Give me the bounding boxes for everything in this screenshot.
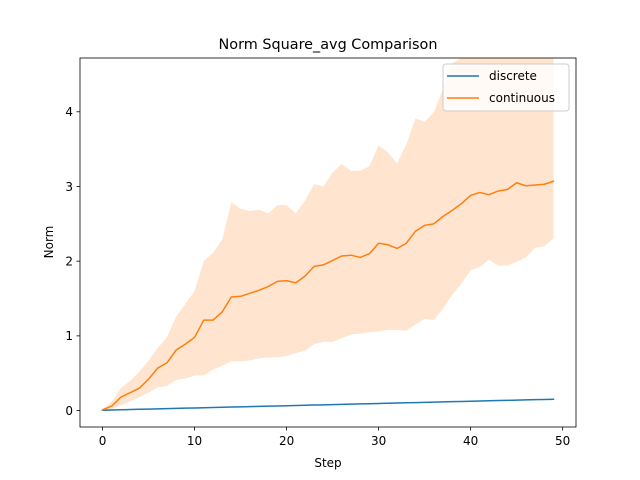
x-tick-label: 40 [463,434,478,448]
chart-title: Norm Square_avg Comparison [219,37,438,53]
y-axis-label: Norm [42,226,56,259]
series-lines [101,180,555,411]
y-tick-label: 4 [65,105,73,119]
x-tick-label: 10 [187,434,202,448]
x-tick-label: 20 [279,434,294,448]
x-tick-label: 50 [555,434,570,448]
y-tick-label: 0 [65,404,73,418]
legend: discrete continuous [442,63,570,112]
y-tick-label: 3 [65,180,73,194]
x-tick-label: 30 [371,434,386,448]
legend-label-continuous: continuous [489,91,555,105]
confidence-bands [102,58,554,411]
y-tick-label: 2 [65,254,73,268]
band-continuous [102,58,554,411]
y-axis-ticks: 0 1 2 3 4 [65,105,80,418]
x-axis-ticks: 0 10 20 30 40 50 [99,427,570,448]
series-line-continuous [101,180,555,411]
x-axis-label: Step [314,456,341,470]
legend-label-discrete: discrete [489,69,537,83]
x-tick-label: 0 [99,434,107,448]
plot-frame [79,57,577,428]
plot-area [101,58,555,411]
series-line-discrete [101,398,555,411]
y-tick-label: 1 [65,329,73,343]
